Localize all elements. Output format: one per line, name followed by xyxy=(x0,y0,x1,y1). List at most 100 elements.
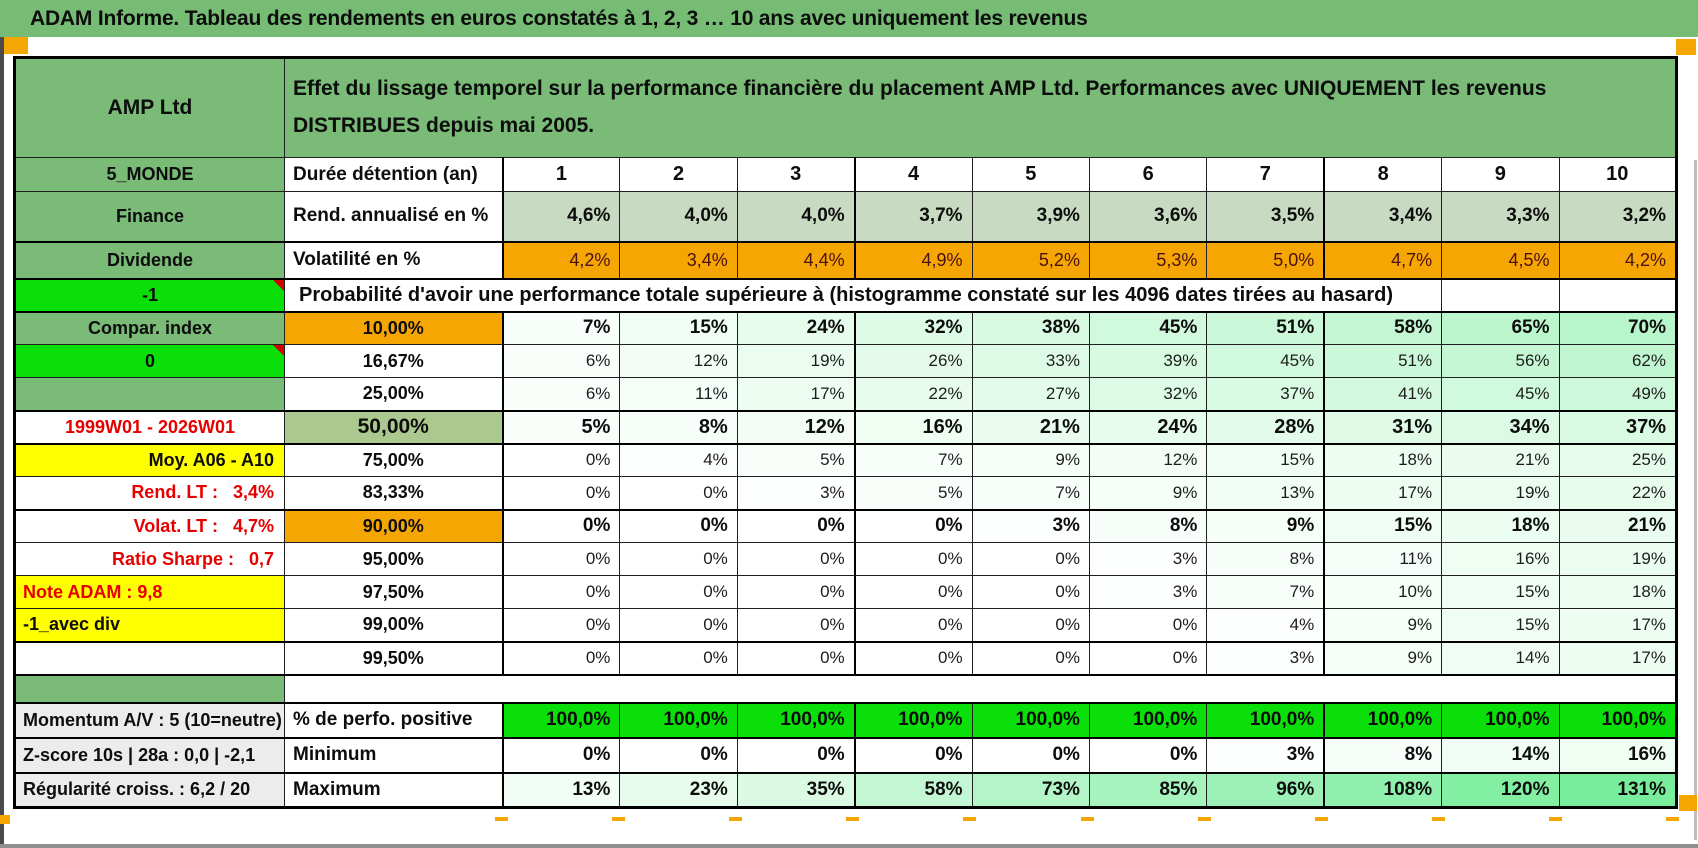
probability-value-cell[interactable]: 9% xyxy=(1088,476,1208,510)
row-label[interactable]: 1999W01 - 2026W01 xyxy=(14,409,285,444)
description-cell[interactable]: Effet du lissage temporel sur la perform… xyxy=(284,57,1677,158)
probability-value-cell[interactable]: 0% xyxy=(501,640,621,675)
probability-value-cell[interactable]: 18% xyxy=(1323,442,1443,477)
probability-value-cell[interactable]: 9% xyxy=(1206,508,1326,543)
threshold-cell[interactable]: 50,00% xyxy=(284,409,504,444)
summary-value-cell[interactable]: 100,0% xyxy=(971,701,1090,738)
probability-value-cell[interactable]: 11% xyxy=(619,377,738,411)
probability-value-cell[interactable]: 0% xyxy=(619,575,738,609)
probability-value-cell[interactable]: 18% xyxy=(1558,575,1678,609)
probability-value-cell[interactable]: 8% xyxy=(1088,508,1208,543)
metric-header-cell[interactable]: Rend. annualisé en % xyxy=(284,191,504,242)
probability-value-cell[interactable]: 38% xyxy=(971,310,1090,345)
summary-value-cell[interactable]: 85% xyxy=(1088,771,1208,808)
probability-value-cell[interactable]: 24% xyxy=(1088,409,1208,444)
probability-value-cell[interactable]: 22% xyxy=(1558,476,1678,510)
duration-year-cell[interactable]: 4 xyxy=(854,157,973,192)
probability-value-cell[interactable]: 0% xyxy=(854,575,973,609)
probability-value-cell[interactable]: 3% xyxy=(971,508,1090,543)
summary-value-cell[interactable]: 14% xyxy=(1441,736,1560,773)
summary-value-cell[interactable]: 0% xyxy=(736,736,856,773)
row-label[interactable]: Moy. A06 - A10 xyxy=(14,442,285,477)
probability-value-cell[interactable]: 16% xyxy=(1441,542,1560,576)
row-label[interactable]: Z-score 10s | 28a : 0,0 | -2,1 xyxy=(14,736,285,773)
summary-value-cell[interactable]: 96% xyxy=(1206,771,1326,808)
probability-value-cell[interactable]: 70% xyxy=(1558,310,1678,345)
probability-value-cell[interactable]: 0% xyxy=(736,508,856,543)
summary-value-cell[interactable]: 16% xyxy=(1558,736,1678,773)
metric-value-cell[interactable]: 4,4% xyxy=(736,240,856,279)
probability-value-cell[interactable]: 65% xyxy=(1441,310,1560,345)
row-label[interactable]: 0 xyxy=(14,344,285,378)
row-label[interactable]: Note ADAM : 9,8 xyxy=(14,575,285,609)
row-label[interactable]: -1 xyxy=(14,277,285,312)
duration-year-cell[interactable]: 3 xyxy=(736,157,856,192)
probability-value-cell[interactable]: 11% xyxy=(1323,542,1443,576)
threshold-cell[interactable]: 83,33% xyxy=(284,476,504,510)
row-label[interactable]: Régularité croiss. : 6,2 / 20 xyxy=(14,771,285,808)
probability-value-cell[interactable]: 13% xyxy=(1206,476,1326,510)
duration-year-cell[interactable]: 2 xyxy=(619,157,738,192)
summary-value-cell[interactable]: 108% xyxy=(1323,771,1443,808)
probability-value-cell[interactable]: 51% xyxy=(1206,310,1326,345)
probability-value-cell[interactable]: 0% xyxy=(854,608,973,642)
probability-value-cell[interactable]: 37% xyxy=(1206,377,1326,411)
metric-value-cell[interactable]: 4,9% xyxy=(854,240,973,279)
summary-value-cell[interactable]: 35% xyxy=(736,771,856,808)
probability-value-cell[interactable]: 51% xyxy=(1323,344,1443,378)
probability-value-cell[interactable]: 15% xyxy=(1441,608,1560,642)
duration-year-cell[interactable]: 10 xyxy=(1558,157,1678,192)
threshold-cell[interactable]: 16,67% xyxy=(284,344,504,378)
print-area-handle-top-left[interactable] xyxy=(4,37,28,54)
probability-value-cell[interactable]: 0% xyxy=(619,508,738,543)
probability-value-cell[interactable]: 49% xyxy=(1558,377,1678,411)
probability-value-cell[interactable]: 32% xyxy=(1088,377,1208,411)
probability-value-cell[interactable]: 0% xyxy=(1088,640,1208,675)
threshold-cell[interactable]: 10,00% xyxy=(284,310,504,345)
probability-value-cell[interactable]: 26% xyxy=(854,344,973,378)
row-label[interactable]: Dividende xyxy=(14,240,285,279)
probability-value-cell[interactable]: 15% xyxy=(619,310,738,345)
probability-value-cell[interactable]: 14% xyxy=(1441,640,1560,675)
summary-value-cell[interactable]: 23% xyxy=(619,771,738,808)
duration-year-cell[interactable]: 6 xyxy=(1088,157,1208,192)
probability-value-cell[interactable]: 5% xyxy=(501,409,621,444)
summary-value-cell[interactable]: 100,0% xyxy=(1088,701,1208,738)
summary-header-cell[interactable]: Maximum xyxy=(284,771,504,808)
probability-value-cell[interactable]: 21% xyxy=(971,409,1090,444)
metric-value-cell[interactable]: 4,0% xyxy=(619,191,738,242)
probability-value-cell[interactable]: 39% xyxy=(1088,344,1208,378)
probability-value-cell[interactable]: 21% xyxy=(1558,508,1678,543)
row-label[interactable]: Volat. LT : 4,7% xyxy=(14,508,285,543)
probability-value-cell[interactable]: 0% xyxy=(971,640,1090,675)
probability-value-cell[interactable]: 19% xyxy=(736,344,856,378)
probability-value-cell[interactable]: 34% xyxy=(1441,409,1560,444)
probability-value-cell[interactable]: 0% xyxy=(971,542,1090,576)
probability-value-cell[interactable]: 0% xyxy=(501,542,621,576)
probability-value-cell[interactable]: 45% xyxy=(1206,344,1326,378)
threshold-cell[interactable]: 95,00% xyxy=(284,542,504,576)
probability-value-cell[interactable]: 0% xyxy=(619,542,738,576)
metric-value-cell[interactable]: 4,2% xyxy=(1558,240,1678,279)
probability-value-cell[interactable]: 5% xyxy=(736,442,856,477)
probability-value-cell[interactable]: 12% xyxy=(619,344,738,378)
empty-cell[interactable] xyxy=(1441,277,1560,312)
probability-value-cell[interactable]: 56% xyxy=(1441,344,1560,378)
probability-value-cell[interactable]: 12% xyxy=(736,409,856,444)
probability-value-cell[interactable]: 0% xyxy=(501,575,621,609)
summary-value-cell[interactable]: 0% xyxy=(971,736,1090,773)
probability-value-cell[interactable]: 0% xyxy=(501,608,621,642)
row-label[interactable]: Rend. LT : 3,4% xyxy=(14,476,285,510)
probability-value-cell[interactable]: 19% xyxy=(1441,476,1560,510)
probability-value-cell[interactable]: 27% xyxy=(971,377,1090,411)
summary-value-cell[interactable]: 0% xyxy=(854,736,973,773)
probability-value-cell[interactable]: 12% xyxy=(1088,442,1208,477)
probability-value-cell[interactable]: 9% xyxy=(1323,608,1443,642)
probability-value-cell[interactable]: 15% xyxy=(1441,575,1560,609)
threshold-cell[interactable]: 90,00% xyxy=(284,508,504,543)
summary-value-cell[interactable]: 100,0% xyxy=(1206,701,1326,738)
probability-value-cell[interactable]: 7% xyxy=(854,442,973,477)
probability-value-cell[interactable]: 22% xyxy=(854,377,973,411)
probability-value-cell[interactable]: 0% xyxy=(1088,608,1208,642)
probability-value-cell[interactable]: 24% xyxy=(736,310,856,345)
